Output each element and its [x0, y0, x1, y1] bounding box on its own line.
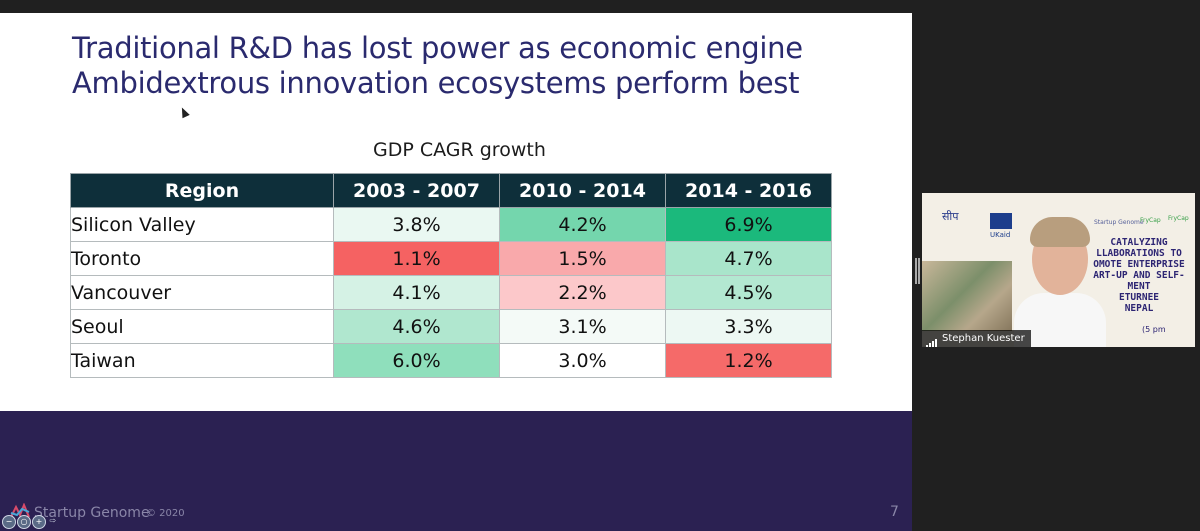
participant-name: Stephan Kuester [942, 333, 1025, 344]
region-cell: Seoul [71, 310, 334, 344]
column-header: 2014 - 2016 [666, 174, 832, 208]
table-header-row: Region 2003 - 2007 2010 - 2014 2014 - 2016 [71, 174, 832, 208]
value-cell: 4.7% [666, 242, 832, 276]
value-cell: 3.1% [500, 310, 666, 344]
video-tile[interactable]: सीप UKaid Startup Genome FryCap FryCap C… [922, 193, 1195, 347]
region-cell: Silicon Valley [71, 208, 334, 242]
value-cell: 4.6% [334, 310, 500, 344]
region-cell: Taiwan [71, 344, 334, 378]
column-header: Region [71, 174, 334, 208]
zoom-controls: − ○ + ⇨ [0, 513, 60, 531]
table-row: Silicon Valley 3.8% 4.2% 6.9% [71, 208, 832, 242]
table-row: Taiwan 6.0% 3.0% 1.2% [71, 344, 832, 378]
zoom-out-icon[interactable]: − [2, 515, 16, 529]
gdp-growth-table: Region 2003 - 2007 2010 - 2014 2014 - 2016 … [70, 173, 832, 378]
frycap-logo-2: FryCap [1168, 215, 1189, 222]
value-cell: 1.2% [666, 344, 832, 378]
mouse-cursor-icon [178, 106, 189, 118]
zoom-reset-icon[interactable]: ○ [17, 515, 31, 529]
uk-flag-icon [990, 213, 1012, 229]
value-cell: 3.8% [334, 208, 500, 242]
frycap-logo: FryCap [1140, 217, 1161, 224]
region-cell: Vancouver [71, 276, 334, 310]
slide-title-line-2: Ambidextrous innovation ecosystems perfo… [72, 66, 799, 100]
table-row: Seoul 4.6% 3.1% 3.3% [71, 310, 832, 344]
column-header: 2010 - 2014 [500, 174, 666, 208]
value-cell: 3.3% [666, 310, 832, 344]
ukaid-logo: UKaid [990, 231, 1010, 239]
participant-name-tag: Stephan Kuester [922, 330, 1031, 347]
slide-title-line-1: Traditional R&D has lost power as econom… [72, 31, 803, 65]
nepal-logo: सीप [942, 209, 959, 224]
value-cell: 3.0% [500, 344, 666, 378]
value-cell: 6.0% [334, 344, 500, 378]
region-cell: Toronto [71, 242, 334, 276]
table-row: Toronto 1.1% 1.5% 4.7% [71, 242, 832, 276]
value-cell: 6.9% [666, 208, 832, 242]
zoom-in-icon[interactable]: + [32, 515, 46, 529]
value-cell: 4.1% [334, 276, 500, 310]
value-cell: 1.1% [334, 242, 500, 276]
value-cell: 2.2% [500, 276, 666, 310]
participant-video [1014, 215, 1104, 347]
footer-copyright: © 2020 [146, 508, 185, 519]
next-arrow-icon[interactable]: ⇨ [47, 515, 59, 527]
shared-slide: Traditional R&D has lost power as econom… [0, 13, 912, 531]
banner-time: (5 pm [1142, 325, 1166, 334]
slide-page-number: 7 [890, 504, 899, 520]
panel-splitter-handle[interactable] [915, 258, 920, 284]
value-cell: 4.2% [500, 208, 666, 242]
table-row: Vancouver 4.1% 2.2% 4.5% [71, 276, 832, 310]
column-header: 2003 - 2007 [334, 174, 500, 208]
value-cell: 1.5% [500, 242, 666, 276]
table-body: Silicon Valley 3.8% 4.2% 6.9% Toronto 1.1% 1.5… [71, 208, 832, 378]
background-photo [922, 261, 1012, 331]
value-cell: 4.5% [666, 276, 832, 310]
signal-bars-icon [926, 331, 938, 347]
